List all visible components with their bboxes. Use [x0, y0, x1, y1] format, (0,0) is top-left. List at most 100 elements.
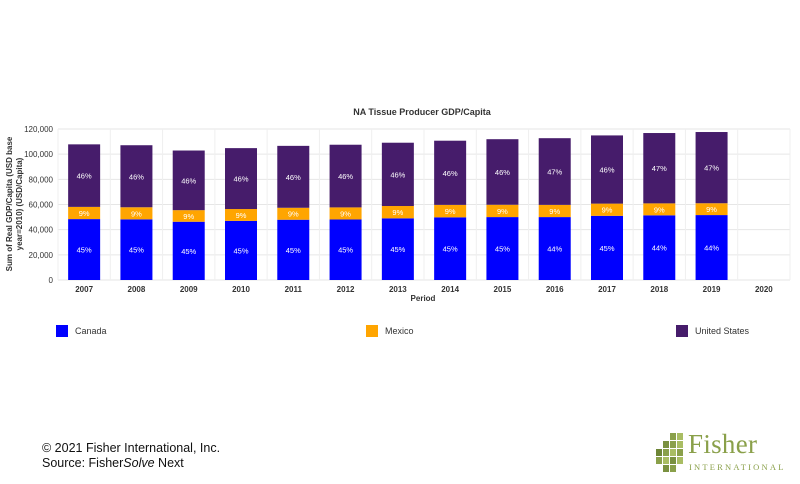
bar-data-label: 9%	[79, 209, 90, 218]
bar-canada	[434, 217, 467, 280]
bar-mexico	[329, 207, 362, 220]
legend-item-united-states: United States	[676, 325, 749, 337]
bar-canada	[120, 219, 153, 280]
bar-data-label: 45%	[77, 246, 92, 255]
x-axis-label: Period	[411, 294, 436, 303]
x-tick-label: 2012	[337, 285, 355, 294]
bar-data-label: 44%	[547, 245, 562, 254]
x-tick-label: 2020	[755, 285, 773, 294]
x-tick-label: 2011	[285, 285, 303, 294]
bar-data-label: 45%	[129, 246, 144, 255]
bar-data-label: 46%	[338, 172, 353, 181]
legend-label: Mexico	[385, 326, 414, 336]
x-tick-label: 2007	[75, 285, 93, 294]
bar-united-states	[695, 132, 728, 204]
bar-united-states	[225, 148, 257, 210]
bar-data-label: 44%	[652, 244, 667, 253]
bar-canada	[277, 219, 310, 280]
bar-data-label: 45%	[495, 245, 510, 254]
bar-data-label: 9%	[131, 209, 142, 218]
x-tick-label: 2013	[389, 285, 407, 294]
legend-swatch	[56, 325, 68, 337]
bar-mexico	[538, 204, 571, 218]
bar-data-label: 45%	[338, 246, 353, 255]
y-tick-label: 80,000	[29, 175, 54, 184]
bar-data-label: 46%	[129, 172, 144, 181]
y-tick-label: 0	[49, 276, 54, 285]
bar-united-states	[591, 135, 623, 204]
bar-data-label: 9%	[654, 205, 665, 214]
bar-data-label: 9%	[288, 210, 299, 219]
bar-data-label: 46%	[77, 172, 92, 181]
fisher-logo: Fisher INTERNATIONAL	[654, 429, 783, 477]
bar-data-label: 45%	[286, 246, 301, 255]
bar-canada	[329, 219, 362, 280]
legend-item-mexico: Mexico	[366, 325, 414, 337]
bar-united-states	[434, 140, 467, 205]
bar-data-label: 45%	[181, 247, 196, 256]
chart: NA Tissue Producer GDP/Capita 0 20,000 40,…	[5, 107, 791, 303]
y-tick-label: 60,000	[29, 201, 54, 210]
bar-mexico	[277, 207, 310, 220]
y-tick-label: 100,000	[24, 150, 53, 159]
bar-mexico	[381, 206, 414, 219]
bar-mexico	[434, 204, 467, 218]
bar-data-label: 9%	[549, 207, 560, 216]
legend-swatch	[366, 325, 378, 337]
bar-data-label: 9%	[497, 207, 508, 216]
bar-data-label: 9%	[236, 211, 247, 220]
bar-data-label: 45%	[443, 245, 458, 254]
bar-united-states	[381, 142, 414, 207]
bar-canada	[591, 215, 623, 280]
y-axis-ticks: 0 20,000 40,000 60,000 80,000 100,000 120,000	[24, 125, 53, 285]
x-tick-label: 2008	[128, 285, 146, 294]
legend-label: United States	[695, 326, 750, 336]
bar-data-label: 46%	[390, 170, 405, 179]
bar-data-label: 44%	[704, 244, 719, 253]
bar-canada	[172, 221, 205, 280]
grid	[57, 128, 791, 281]
bar-data-label: 9%	[183, 212, 194, 221]
bar-canada	[538, 217, 571, 280]
y-tick-label: 40,000	[29, 226, 54, 235]
bar-mexico	[68, 206, 101, 220]
x-tick-label: 2014	[441, 285, 459, 294]
copyright-text: © 2021 Fisher International, Inc.	[42, 441, 221, 455]
y-tick-label: 120,000	[24, 125, 53, 134]
bar-mexico	[486, 204, 519, 218]
x-tick-label: 2019	[703, 285, 721, 294]
bar-united-states	[486, 139, 519, 205]
bar-data-label: 9%	[392, 208, 403, 217]
bar-canada	[225, 220, 257, 280]
y-axis-label: Sum of Real GDP/Capita (USD baseyear=201…	[5, 136, 24, 271]
y-axis-label-line: year=2010) (USD/Capita)	[15, 157, 24, 250]
x-axis-ticks: 2007 2008 2009 2010 2011 2012 2013 2014 2015 2016…	[75, 285, 773, 294]
bar-mexico	[172, 210, 205, 222]
bar-canada	[695, 215, 728, 280]
bar-data-label: 46%	[286, 173, 301, 182]
bar-data-label: 46%	[495, 168, 510, 177]
bar-united-states	[172, 150, 205, 211]
source-text: Source: FisherSolve Next	[42, 456, 184, 470]
bar-data-label: 9%	[706, 205, 717, 214]
bar-mexico	[591, 203, 623, 216]
legend-swatch	[676, 325, 688, 337]
legend-item-canada: Canada	[56, 325, 107, 337]
footer: © 2021 Fisher International, Inc. Source…	[42, 441, 220, 471]
bar-data-label: 9%	[445, 207, 456, 216]
bar-data-label: 47%	[652, 164, 667, 173]
bar-canada	[643, 215, 676, 280]
bar-data-label: 45%	[233, 246, 248, 255]
y-tick-label: 20,000	[29, 251, 54, 260]
bar-mexico	[120, 207, 153, 220]
x-tick-label: 2017	[598, 285, 616, 294]
bar-canada	[486, 217, 519, 280]
bar-united-states	[120, 145, 153, 208]
bar-united-states	[68, 144, 101, 207]
logo-mark-icon	[656, 433, 683, 472]
bar-data-label: 45%	[390, 245, 405, 254]
bar-united-states	[643, 133, 676, 204]
bar-united-states	[277, 145, 310, 208]
bar-mexico	[695, 203, 728, 216]
bar-mexico	[225, 209, 257, 221]
